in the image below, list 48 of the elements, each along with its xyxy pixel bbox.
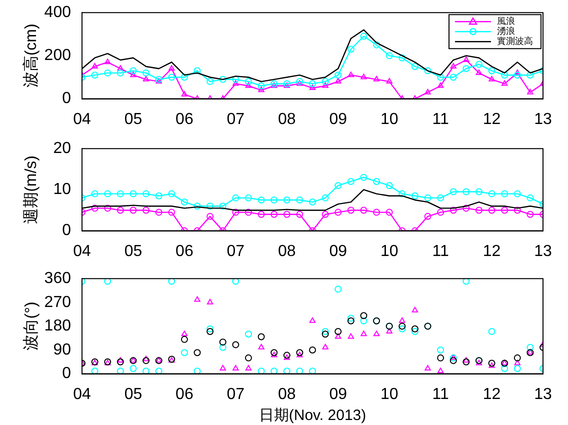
x-tick-label: 10	[380, 242, 398, 260]
x-tick-label: 08	[278, 110, 296, 128]
y-axis-title: 波向(°)	[22, 302, 40, 351]
x-tick-label: 08	[278, 242, 296, 260]
legend-label: 實測波高	[497, 36, 533, 47]
y-tick-label: 270	[44, 294, 72, 311]
x-tick-label: 09	[329, 242, 348, 260]
x-tick-label: 12	[482, 242, 501, 260]
x-tick-label: 11	[432, 386, 449, 403]
legend-label: 湧浪	[497, 26, 515, 37]
y-tick-label: 90	[53, 341, 72, 358]
x-tick-label: 07	[226, 386, 245, 403]
x-tick-label: 12	[482, 110, 501, 128]
x-tick-label: 11	[432, 110, 449, 128]
y-axis-title: 波高(cm)	[22, 24, 40, 88]
x-tick-label: 09	[329, 386, 348, 403]
x-axis-title: 日期(Nov. 2013)	[258, 407, 366, 424]
legend-label: 風浪	[497, 16, 515, 27]
x-tick-label: 04	[73, 110, 91, 128]
x-tick-label: 08	[278, 386, 296, 403]
x-tick-label: 13	[534, 110, 552, 128]
y-tick-label: 0	[62, 222, 72, 240]
x-tick-label: 05	[124, 242, 142, 260]
x-tick-label: 05	[124, 386, 142, 403]
x-tick-label: 05	[124, 110, 142, 128]
x-tick-label: 13	[534, 386, 552, 403]
x-tick-label: 10	[380, 386, 398, 403]
y-tick-label: 200	[44, 47, 72, 64]
x-tick-label: 06	[176, 110, 194, 128]
y-tick-label: 360	[44, 270, 72, 288]
x-tick-label: 10	[380, 110, 398, 128]
x-tick-label: 09	[329, 110, 348, 128]
x-tick-label: 07	[226, 242, 245, 260]
y-tick-label: 0	[62, 365, 72, 382]
x-tick-label: 04	[73, 386, 91, 403]
y-tick-label: 180	[44, 318, 72, 335]
x-tick-label: 13	[534, 242, 552, 260]
x-tick-label: 11	[432, 242, 449, 260]
y-tick-label: 10	[53, 181, 72, 198]
y-tick-label: 20	[53, 140, 72, 158]
y-tick-label: 0	[62, 90, 72, 108]
x-tick-label: 07	[226, 110, 245, 128]
x-tick-label: 06	[176, 386, 194, 403]
x-tick-label: 06	[176, 242, 194, 260]
x-tick-label: 04	[73, 242, 91, 260]
x-tick-label: 12	[482, 386, 501, 403]
y-axis-title: 週期(m/s)	[22, 155, 40, 224]
y-tick-label: 400	[44, 4, 72, 22]
